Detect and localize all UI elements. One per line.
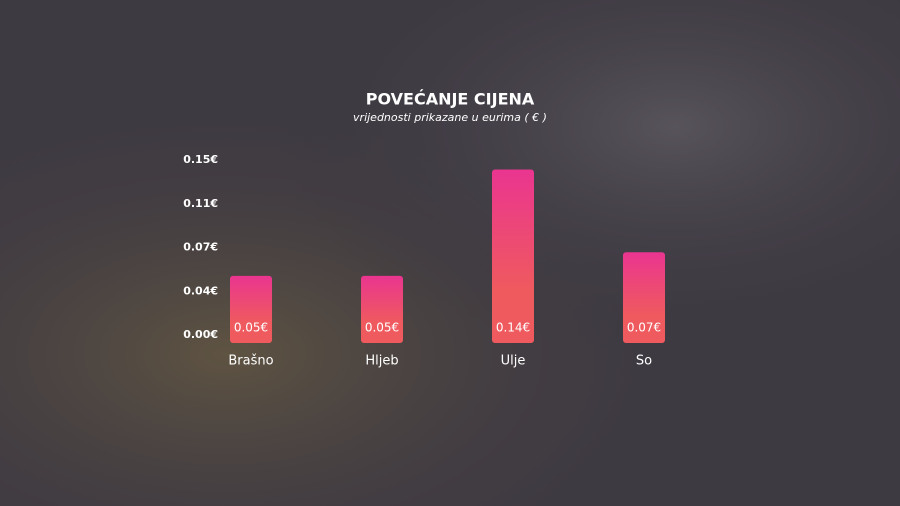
- x-tick-label: Ulje: [501, 354, 526, 369]
- bar: [492, 169, 534, 343]
- x-tick-label: Hljeb: [365, 354, 398, 369]
- chart-subtitle: vrijednosti prikazane u eurima ( € ): [353, 111, 547, 124]
- value-label: 0.05€: [365, 321, 399, 335]
- y-tick-label: 0.00€: [183, 328, 218, 341]
- x-tick-label: Brašno: [228, 354, 273, 369]
- bar: [230, 275, 272, 343]
- y-tick-label: 0.04€: [183, 284, 218, 297]
- y-tick-label: 0.15€: [183, 153, 218, 166]
- y-tick-label: 0.11€: [183, 197, 218, 210]
- chart-title: POVEĆANJE CIJENA: [366, 90, 535, 109]
- value-label: 0.14€: [496, 321, 530, 335]
- value-label: 0.07€: [627, 321, 661, 335]
- bar: [361, 275, 403, 343]
- value-label: 0.05€: [234, 321, 268, 335]
- x-tick-label: So: [636, 354, 652, 369]
- y-tick-label: 0.07€: [183, 241, 218, 254]
- bar: [623, 252, 665, 343]
